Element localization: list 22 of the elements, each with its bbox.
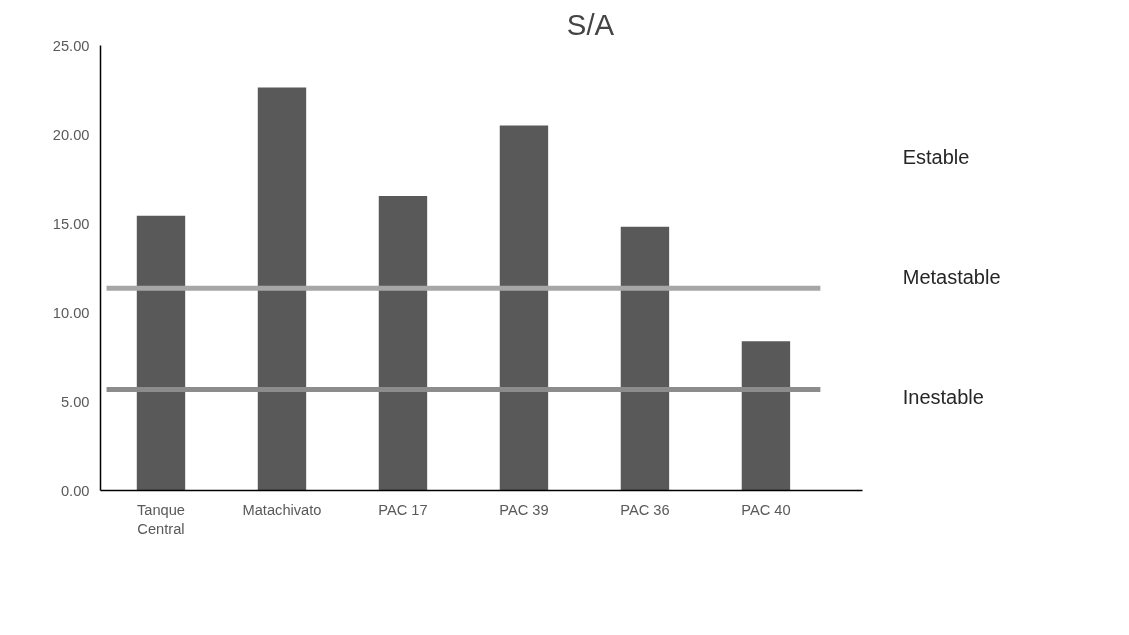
x-tick-label: Tanque Central: [136, 501, 186, 537]
bar: [741, 341, 791, 491]
bar: [257, 87, 307, 491]
text: Metastable: [902, 265, 1001, 288]
y-tick-label: 15.00: [52, 215, 90, 232]
x-tick-label: Matachivato: [242, 501, 322, 518]
chart-title: S/A: [566, 7, 615, 41]
y-tick-label: 0.00: [60, 482, 90, 499]
y-tick-label: 5.00: [60, 393, 90, 410]
x-tick-label: PAC 36: [620, 501, 670, 518]
y-tick-label: 25.00: [52, 37, 90, 54]
y-tick-label: 20.00: [52, 126, 90, 143]
bar: [136, 215, 186, 491]
x-tick-label: PAC 40: [741, 501, 791, 518]
x-tick-label: PAC 39: [499, 501, 549, 518]
text: Inestable: [902, 386, 984, 409]
bar: [620, 226, 670, 491]
bar: [499, 125, 549, 491]
text: Estable: [902, 145, 970, 168]
bar: [378, 195, 428, 491]
x-tick-label: PAC 17: [378, 501, 428, 518]
y-tick-label: 10.00: [52, 304, 90, 321]
